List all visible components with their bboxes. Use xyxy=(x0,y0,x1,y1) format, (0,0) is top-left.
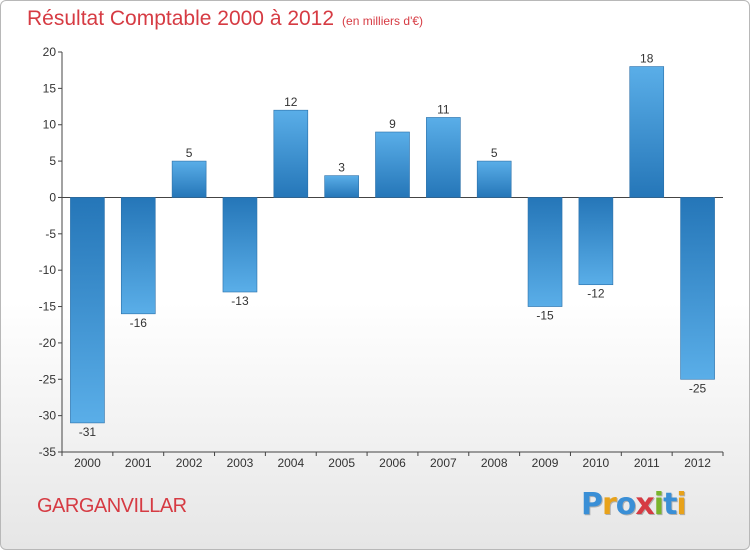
bar xyxy=(375,131,410,198)
bar-value-label: -16 xyxy=(130,316,148,330)
bar-value-label: -31 xyxy=(79,425,97,439)
x-tick-label: 2009 xyxy=(532,456,559,470)
chart-labels: -31 -16 5 -13 12 3 9 11 5 -15 -12 18 -25 xyxy=(79,52,707,439)
y-tick-label: 10 xyxy=(43,118,57,132)
x-tick-label: 2012 xyxy=(684,456,711,470)
bar xyxy=(70,197,105,424)
y-tick-label: 0 xyxy=(49,190,56,204)
commune-name: GARGANVILLAR xyxy=(37,495,187,517)
bar-value-label: 3 xyxy=(338,161,345,175)
y-tick-label: -35 xyxy=(39,445,57,459)
bar-value-label: 5 xyxy=(491,146,498,160)
x-tick-label: 2008 xyxy=(481,456,508,470)
x-tick-label: 2011 xyxy=(634,456,660,470)
x-tick-label: 2002 xyxy=(176,456,203,470)
bar xyxy=(171,160,207,198)
chart-subtitle: (en milliers d'€) xyxy=(342,14,424,28)
bar xyxy=(629,66,665,198)
bar xyxy=(476,160,512,198)
bar xyxy=(578,197,614,286)
bar xyxy=(426,117,461,198)
bar-value-label: 9 xyxy=(389,117,396,131)
y-tick-label: 20 xyxy=(43,45,57,59)
x-tick-label: 2005 xyxy=(328,456,355,470)
y-tick-label: 15 xyxy=(43,81,57,95)
x-tick-label: 2003 xyxy=(227,456,254,470)
x-tick-label: 2001 xyxy=(125,456,152,470)
bar-value-label: -25 xyxy=(689,381,707,395)
logo-letter: o xyxy=(615,487,637,522)
bar-value-label: -13 xyxy=(231,294,249,308)
x-tick-label: 2004 xyxy=(277,456,304,470)
y-tick-label: -20 xyxy=(39,336,57,350)
bar xyxy=(680,197,715,380)
bar-value-label: -12 xyxy=(587,287,605,301)
bar xyxy=(527,197,563,307)
y-tick-label: -30 xyxy=(39,409,57,423)
chart-title: Résultat Comptable 2000 à 2012 (en millie… xyxy=(27,7,423,31)
bar-value-label: 11 xyxy=(437,102,450,116)
bar xyxy=(324,175,359,198)
chart-bars xyxy=(70,66,715,424)
y-tick-label: -25 xyxy=(39,372,57,386)
chart-title-text: Résultat Comptable 2000 à 2012 xyxy=(27,7,335,30)
bar xyxy=(222,197,258,293)
bar xyxy=(120,197,156,315)
bar xyxy=(273,109,309,198)
proxiti-logo[interactable]: Proxiti xyxy=(581,487,687,522)
logo-letter: t xyxy=(663,487,677,522)
logo-letter: P xyxy=(581,487,603,522)
bar-value-label: 5 xyxy=(186,146,193,160)
bar-value-label: 18 xyxy=(640,52,654,66)
bar-value-label: -15 xyxy=(536,309,554,323)
x-tick-label: 2006 xyxy=(379,456,406,470)
logo-letter: i xyxy=(676,487,686,522)
y-tick-label: -5 xyxy=(45,227,56,241)
logo-letter: i xyxy=(653,487,664,522)
x-tick-label: 2000 xyxy=(74,456,101,470)
y-tick-label: -15 xyxy=(39,300,57,314)
y-tick-label: 5 xyxy=(49,154,56,168)
y-tick-label: -10 xyxy=(39,263,57,277)
bar-value-label: 12 xyxy=(284,95,298,109)
x-tick-label: 2007 xyxy=(430,456,457,470)
logo-letter: x xyxy=(635,487,654,522)
logo-letter: r xyxy=(602,487,617,522)
x-tick-label: 2010 xyxy=(583,456,610,470)
